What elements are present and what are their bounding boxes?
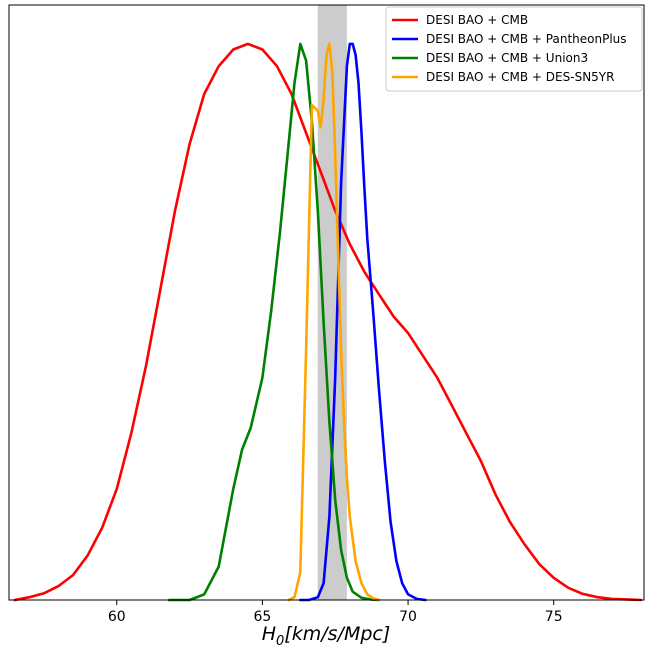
x-tick-label-70: 70: [399, 609, 417, 625]
series-line-4: [287, 42, 381, 602]
x-tick-label-65: 65: [254, 609, 272, 625]
x-axis-ticks: 60 65 70 75: [108, 600, 563, 625]
legend-label-3: DESI BAO + CMB + Union3: [426, 51, 588, 65]
legend-label-4: DESI BAO + CMB + DES-SN5YR: [426, 70, 614, 84]
x-tick-label-60: 60: [108, 609, 126, 625]
plot-area: [13, 5, 643, 602]
legend-label-1: DESI BAO + CMB: [426, 13, 528, 27]
x-tick-label-75: 75: [545, 609, 563, 625]
plot-frame: [8, 4, 645, 601]
legend-label-2: DESI BAO + CMB + PantheonPlus: [426, 32, 627, 46]
x-axis-label: H0[km/s/Mpc]: [262, 623, 391, 649]
series-line-3: [167, 42, 381, 602]
series-line-2: [299, 42, 427, 602]
series-line-1: [13, 42, 643, 602]
legend: DESI BAO + CMB DESI BAO + CMB + PantheonP…: [385, 6, 643, 92]
legend-box: [385, 6, 643, 92]
